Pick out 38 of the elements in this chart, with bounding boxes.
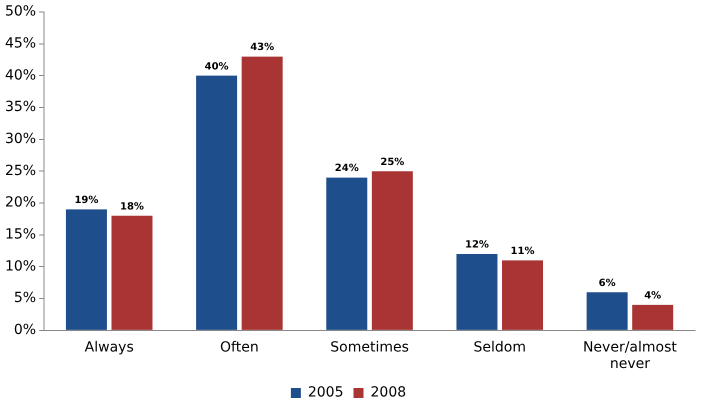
y-tick-label: 10% xyxy=(4,258,36,274)
data-label: 25% xyxy=(380,156,404,168)
bar xyxy=(196,76,238,330)
x-tick-label: Never/almost never xyxy=(582,339,678,372)
bar xyxy=(66,209,107,330)
y-tick-label: 20% xyxy=(4,194,36,211)
data-label: 43% xyxy=(250,42,274,54)
x-tick-label: Always xyxy=(84,339,134,356)
bar xyxy=(502,260,544,330)
data-label: 6% xyxy=(598,278,616,289)
y-tick-label: 0% xyxy=(14,322,36,338)
bar xyxy=(632,304,674,330)
x-tick-label: Often xyxy=(220,339,259,356)
data-label: 19% xyxy=(74,195,98,206)
bar xyxy=(111,216,152,330)
data-label: 18% xyxy=(120,201,144,212)
bar xyxy=(586,292,628,330)
y-tick-label: 15% xyxy=(4,226,36,243)
y-tick-label: 35% xyxy=(4,99,36,116)
bar xyxy=(242,56,283,330)
x-tick-label: Sometimes xyxy=(330,339,409,356)
bar xyxy=(372,171,413,330)
y-tick-label: 5% xyxy=(14,290,36,306)
y-tick-label: 50% xyxy=(4,4,36,20)
y-tick-label: 45% xyxy=(4,35,36,52)
y-tick-label: 40% xyxy=(4,67,36,84)
data-label: 24% xyxy=(334,163,359,174)
data-label: 40% xyxy=(204,61,229,72)
data-label: 4% xyxy=(644,290,662,302)
x-tick-label: Seldom xyxy=(473,339,526,356)
bar xyxy=(326,178,368,330)
y-tick-label: 25% xyxy=(4,162,36,179)
y-tick-label: 30% xyxy=(4,131,36,147)
legend-label: 2005 xyxy=(308,384,344,401)
data-label: 12% xyxy=(464,240,489,251)
bar xyxy=(456,254,498,330)
legend-label: 2008 xyxy=(370,384,406,401)
data-label: 11% xyxy=(510,246,534,257)
